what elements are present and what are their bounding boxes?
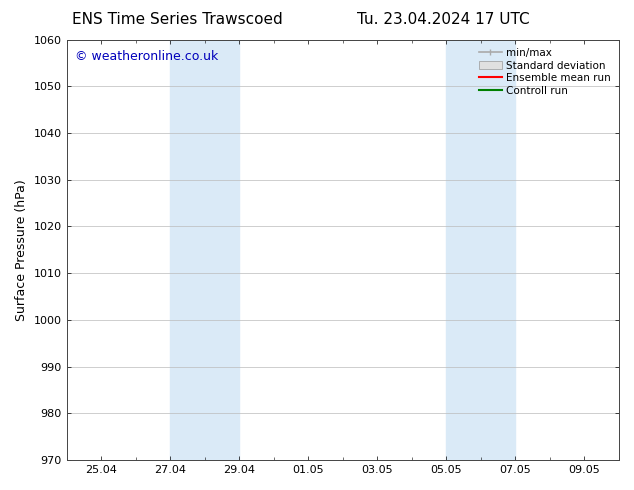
Text: Tu. 23.04.2024 17 UTC: Tu. 23.04.2024 17 UTC bbox=[358, 12, 530, 27]
Text: © weatheronline.co.uk: © weatheronline.co.uk bbox=[75, 50, 218, 63]
Bar bbox=[446, 40, 515, 460]
Legend: min/max, Standard deviation, Ensemble mean run, Controll run: min/max, Standard deviation, Ensemble me… bbox=[476, 45, 614, 99]
Bar bbox=[170, 40, 239, 460]
Y-axis label: Surface Pressure (hPa): Surface Pressure (hPa) bbox=[15, 179, 28, 321]
Text: ENS Time Series Trawscoed: ENS Time Series Trawscoed bbox=[72, 12, 283, 27]
